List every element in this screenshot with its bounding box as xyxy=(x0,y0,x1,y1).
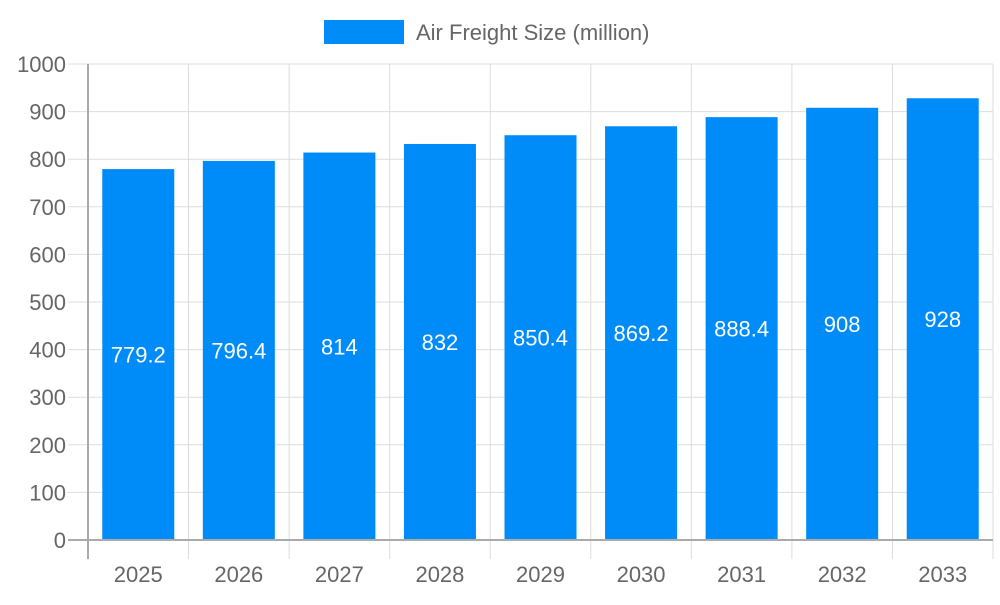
y-tick-label: 1000 xyxy=(17,52,66,77)
y-tick-label: 800 xyxy=(29,147,66,172)
bar xyxy=(504,135,577,540)
legend: Air Freight Size (million) xyxy=(324,20,650,45)
data-label: 832 xyxy=(422,330,459,355)
y-tick-label: 400 xyxy=(29,338,66,363)
bar xyxy=(705,117,778,541)
data-label: 869.2 xyxy=(614,321,669,346)
data-label: 779.2 xyxy=(111,343,166,368)
y-tick-label: 100 xyxy=(29,480,66,505)
axes: 0 100 200 300 400 500 600 700 800 900 1000 2025 2026… xyxy=(17,52,993,587)
legend-swatch xyxy=(324,20,404,44)
data-label: 796.4 xyxy=(211,338,266,363)
y-tick-label: 200 xyxy=(29,433,66,458)
x-tick-label: 2026 xyxy=(214,562,263,587)
x-tick-label: 2025 xyxy=(114,562,163,587)
x-tick-label: 2028 xyxy=(415,562,464,587)
y-tick-label: 500 xyxy=(29,290,66,315)
x-tick-label: 2032 xyxy=(818,562,867,587)
y-tick-label: 900 xyxy=(29,100,66,125)
data-label: 908 xyxy=(824,312,861,337)
data-label: 888.4 xyxy=(714,317,769,342)
bar xyxy=(806,107,879,541)
data-label: 850.4 xyxy=(513,326,568,351)
x-tick-label: 2030 xyxy=(617,562,666,587)
data-label: 928 xyxy=(924,307,961,332)
data-label: 814 xyxy=(321,334,358,359)
x-tick-label: 2033 xyxy=(918,562,967,587)
bar xyxy=(202,160,275,540)
x-tick-label: 2029 xyxy=(516,562,565,587)
bar xyxy=(605,126,678,540)
bar xyxy=(303,152,376,540)
legend-label: Air Freight Size (million) xyxy=(416,20,650,45)
x-tick-label: 2027 xyxy=(315,562,364,587)
bar xyxy=(102,169,175,540)
y-tick-label: 0 xyxy=(54,528,66,553)
bar xyxy=(403,143,476,540)
bar xyxy=(906,98,979,540)
x-tick-label: 2031 xyxy=(717,562,766,587)
y-tick-label: 700 xyxy=(29,195,66,220)
y-tick-label: 300 xyxy=(29,385,66,410)
y-tick-label: 600 xyxy=(29,242,66,267)
bars: 779.2 796.4 814 832 850.4 869.2 888.4 908 928 xyxy=(102,98,979,541)
